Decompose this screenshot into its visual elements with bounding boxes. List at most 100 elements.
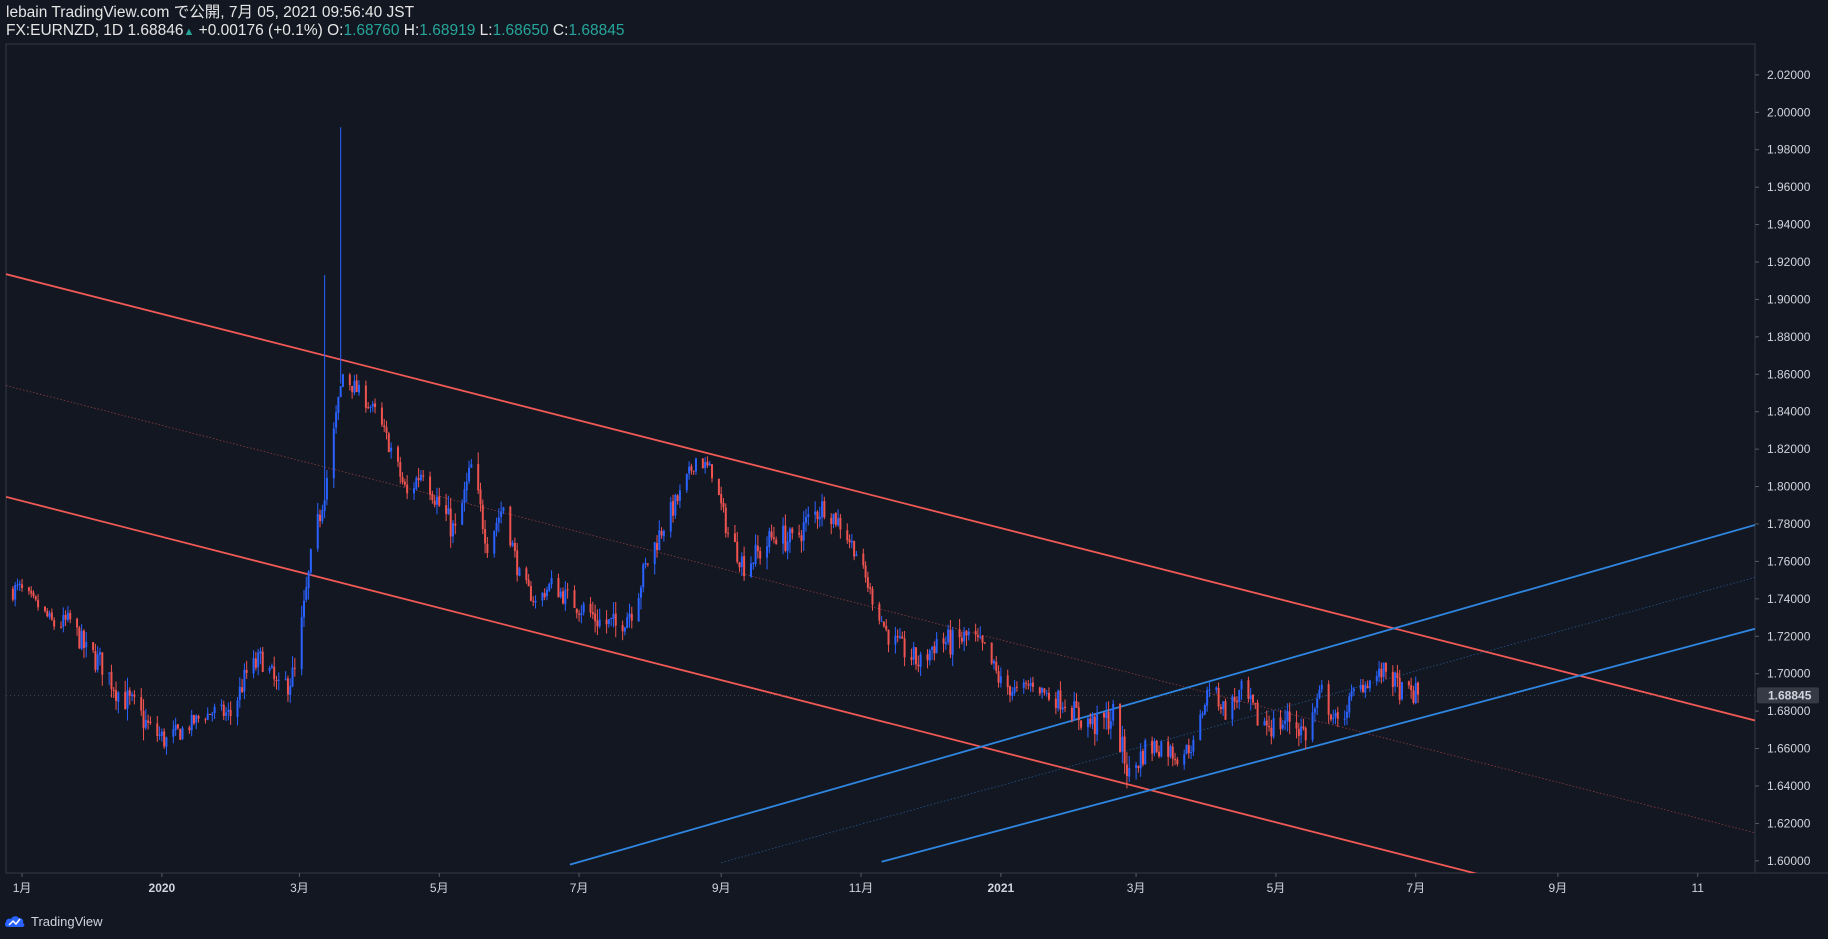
candle	[133, 690, 136, 705]
candle	[706, 456, 709, 468]
candle	[979, 626, 982, 640]
candle	[1167, 736, 1170, 766]
blue-channel-line[interactable]	[881, 627, 1755, 863]
candle	[717, 478, 720, 496]
candle	[21, 578, 24, 592]
price-tick-label: 1.82000	[1767, 442, 1811, 456]
candle	[853, 540, 856, 561]
candle	[188, 725, 191, 734]
candle	[800, 530, 803, 553]
price-tick-label: 1.68000	[1767, 704, 1811, 718]
candle	[722, 498, 725, 513]
candle	[259, 647, 262, 665]
candle	[181, 726, 184, 741]
candle	[1281, 720, 1284, 731]
candle	[1391, 665, 1394, 697]
candle	[1233, 687, 1236, 710]
blue-median-line[interactable]	[721, 576, 1755, 864]
candle	[1203, 703, 1206, 716]
candle	[509, 505, 512, 548]
candle	[770, 524, 773, 541]
candle	[1382, 662, 1385, 682]
candle	[192, 714, 195, 726]
brand-label[interactable]: TradingView	[31, 913, 103, 929]
candle	[791, 527, 794, 540]
candle	[983, 642, 986, 645]
candle	[126, 677, 129, 721]
candle	[1102, 711, 1105, 730]
candle	[1013, 679, 1016, 696]
candle	[1125, 752, 1128, 789]
trendlines-layer	[6, 273, 1755, 939]
candle	[727, 527, 730, 538]
candle	[882, 621, 885, 628]
candle	[708, 460, 711, 466]
candle	[711, 464, 714, 483]
candle	[672, 494, 675, 523]
candle	[385, 420, 388, 440]
candle	[257, 648, 260, 676]
candle	[390, 442, 393, 459]
candle	[144, 708, 147, 731]
price-axis[interactable]: 1.60000 1.62000 1.64000 1.66000 1.68000 1.700…	[1755, 68, 1811, 868]
candle	[1265, 710, 1268, 736]
symbol-label[interactable]: FX:EURNZD, 1D	[6, 22, 124, 39]
candle	[1011, 687, 1014, 701]
candle	[172, 720, 175, 744]
candle	[594, 604, 597, 633]
tradingview-cloud-icon[interactable]	[4, 914, 26, 928]
candle	[1105, 702, 1108, 730]
candle	[550, 570, 553, 589]
close-value: 1.68845	[568, 22, 625, 39]
candle	[894, 626, 897, 654]
footer: TradingView	[4, 910, 103, 932]
time-axis[interactable]: 1月 2020 3月 5月 7月 9月 11月 2021 3月 5月 7月 9月 11	[13, 873, 1705, 895]
candle	[1256, 699, 1259, 726]
candle	[1160, 739, 1163, 758]
candle	[1222, 701, 1225, 717]
candle	[364, 380, 367, 413]
candle	[548, 582, 551, 592]
candle	[339, 127, 342, 398]
candle	[1263, 717, 1266, 726]
candle	[1045, 689, 1048, 697]
candle	[433, 495, 436, 508]
candle	[1185, 744, 1188, 755]
candle	[1091, 712, 1094, 730]
time-tick-label: 7月	[570, 881, 589, 895]
red-channel-line[interactable]	[6, 495, 1755, 939]
candle	[850, 533, 853, 549]
candle	[674, 493, 677, 519]
candle	[270, 663, 273, 669]
candle	[846, 523, 849, 544]
candle	[814, 501, 817, 524]
candle	[534, 595, 537, 609]
candle	[928, 648, 931, 666]
candle	[1047, 687, 1050, 702]
blue-channel-line[interactable]	[569, 524, 1755, 866]
candle	[752, 562, 755, 570]
candle	[209, 713, 212, 715]
candle	[658, 520, 661, 551]
candle	[896, 629, 899, 643]
candle	[513, 537, 516, 558]
candle	[644, 557, 647, 569]
open-value: 1.68760	[343, 22, 400, 39]
candle	[27, 586, 30, 595]
red-channel-line[interactable]	[6, 273, 1755, 722]
price-tick-label: 1.72000	[1767, 629, 1811, 643]
candle	[238, 677, 241, 708]
candle	[174, 717, 177, 736]
candle	[541, 591, 544, 607]
red-median-line[interactable]	[6, 385, 1755, 834]
candle	[1304, 726, 1307, 750]
candle	[562, 587, 565, 605]
price-tick-label: 1.90000	[1767, 292, 1811, 306]
candle	[653, 541, 656, 575]
candle	[901, 631, 904, 639]
candle	[798, 524, 801, 538]
candle	[341, 373, 344, 388]
time-tick-label: 11月	[849, 881, 873, 895]
candle	[124, 680, 127, 710]
